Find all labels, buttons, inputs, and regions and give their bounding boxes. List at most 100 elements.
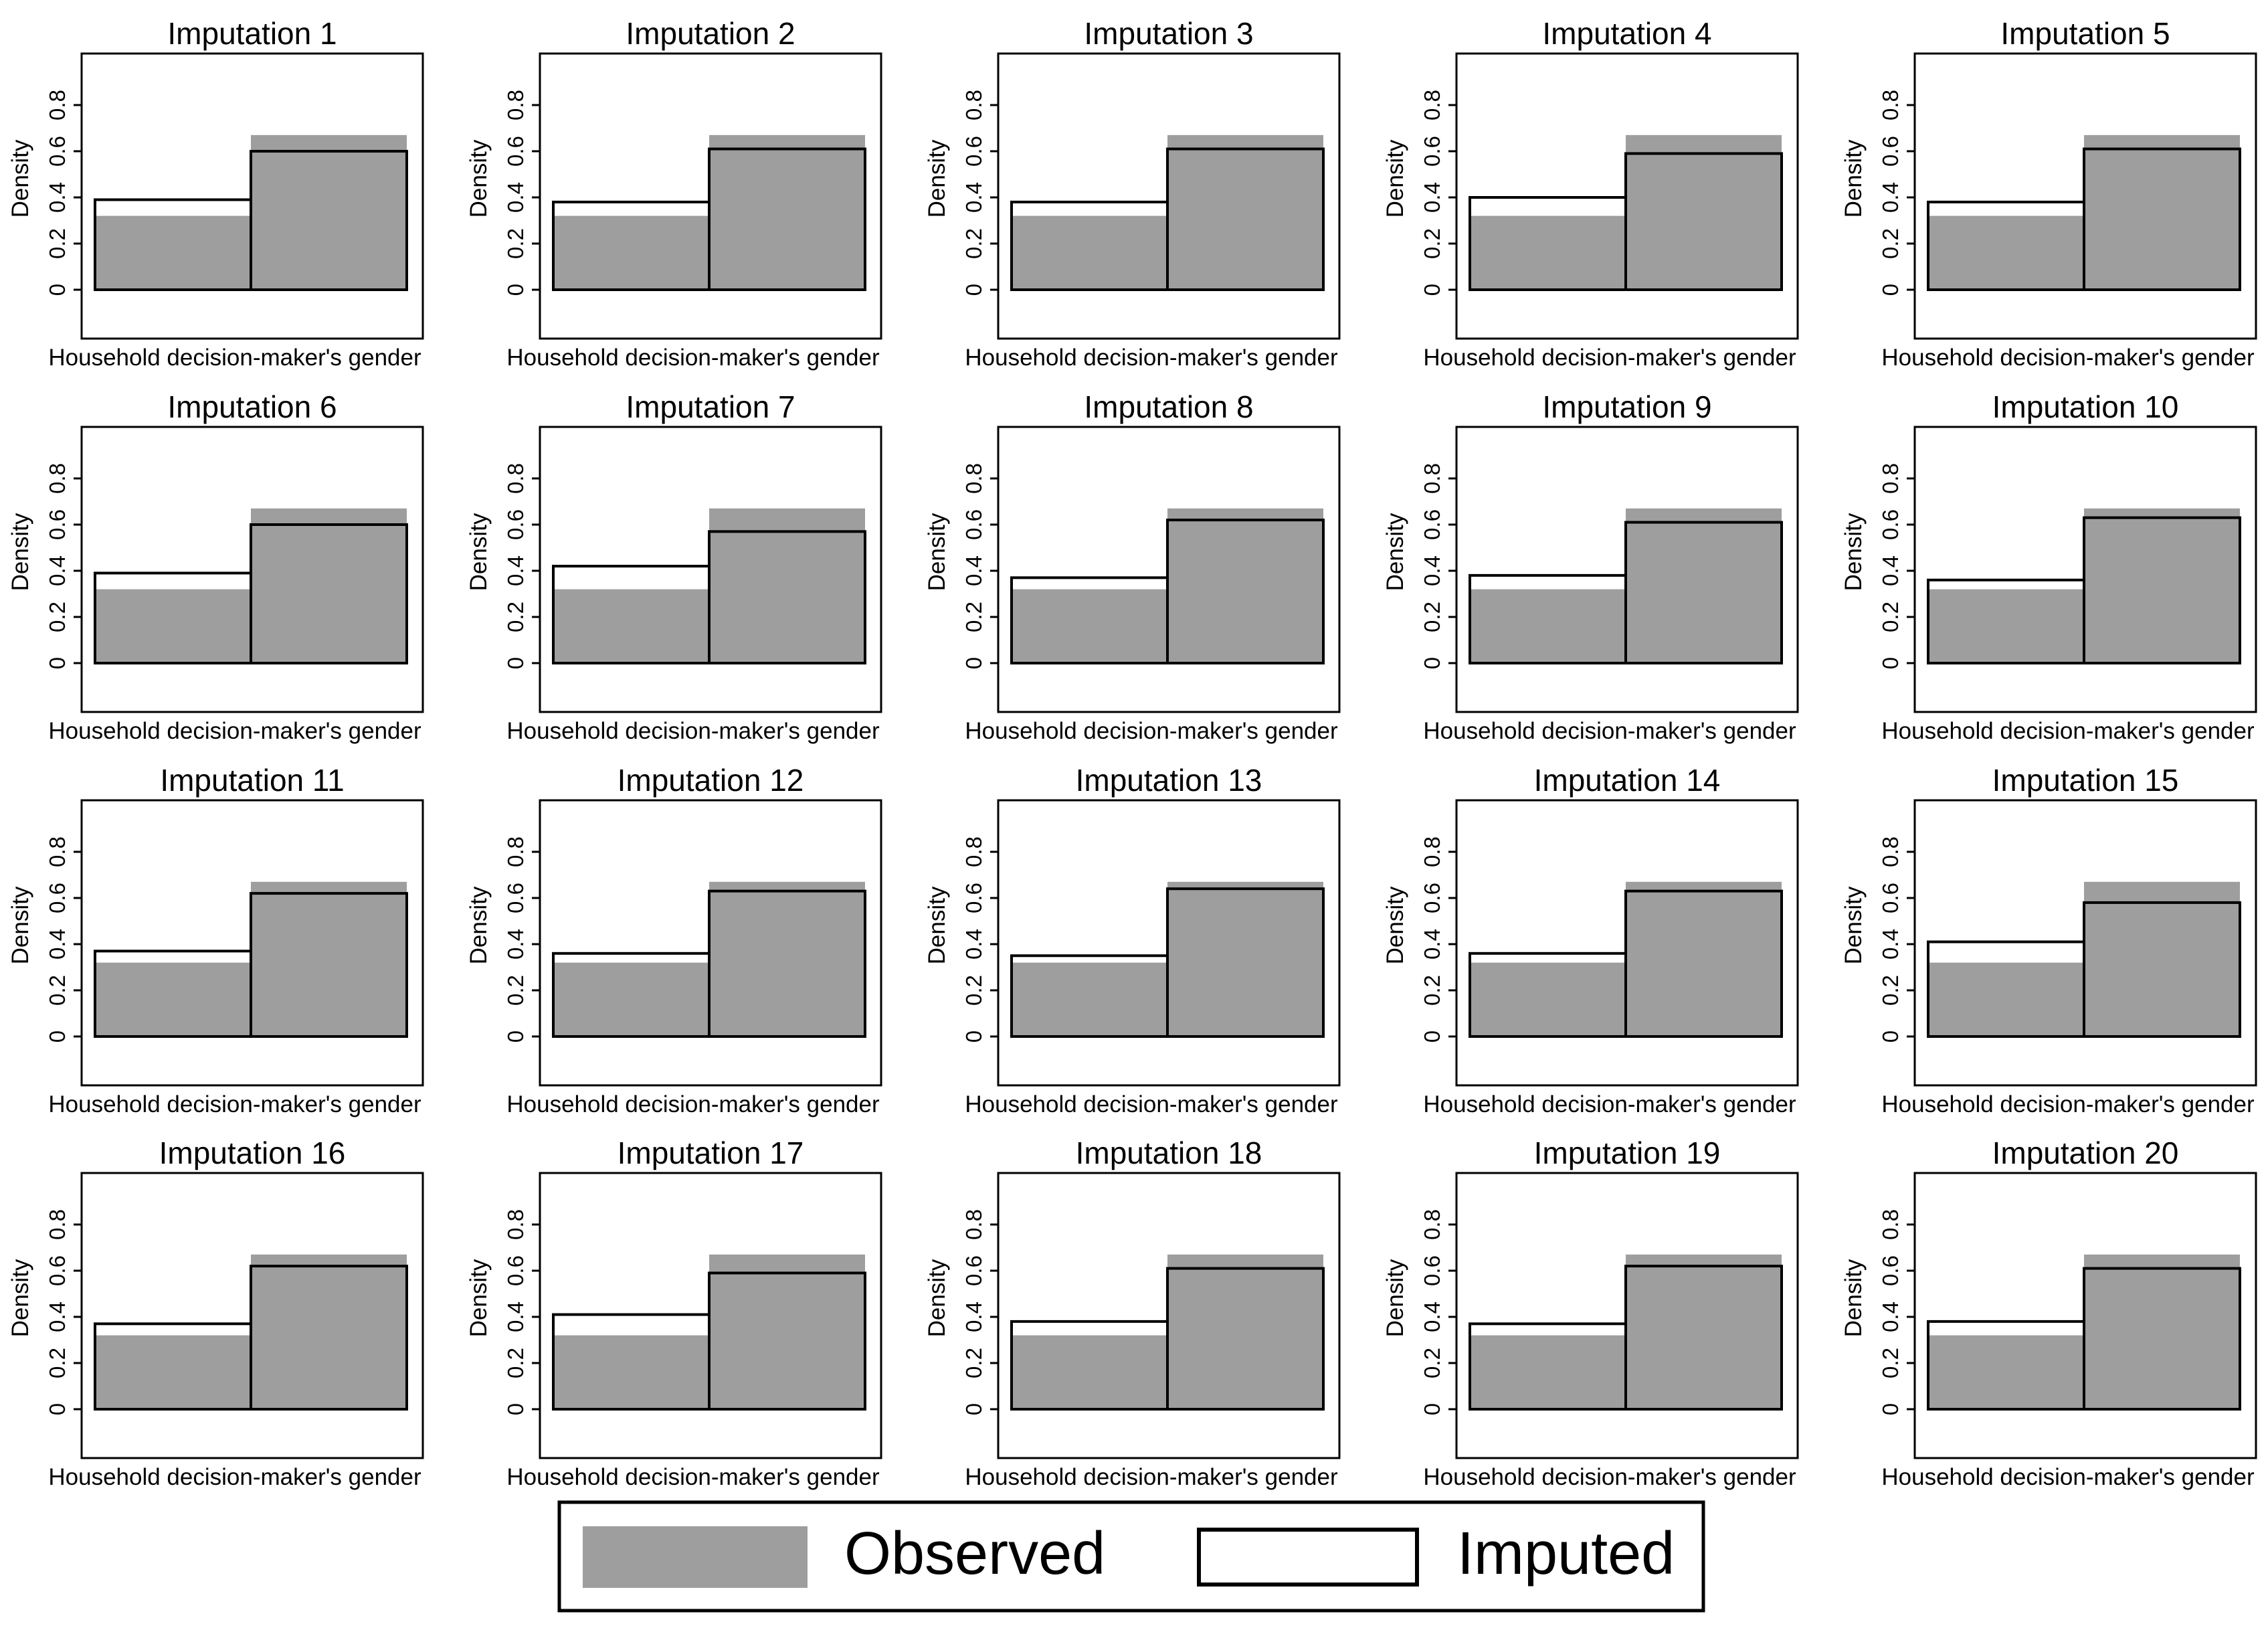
observed-bar: [251, 134, 407, 290]
panel-imputation-13: Imputation 13 Household decision-maker's …: [924, 763, 1341, 1117]
observed-bar: [553, 589, 709, 663]
panel-title: Imputation 9: [1542, 389, 1711, 424]
y-tick-label: 0.8: [503, 1209, 528, 1240]
panel-title: Imputation 14: [1534, 763, 1721, 798]
imputed-bar: [1624, 889, 1783, 1038]
observed-bar: [1012, 589, 1167, 663]
observed-bar: [1470, 215, 1626, 290]
panel-imputation-11: Imputation 11 Household decision-maker's …: [7, 763, 424, 1117]
x-axis-label: Household decision-maker's gender: [1881, 345, 2255, 371]
plot-area-border: [997, 799, 1341, 1087]
plot-area-border: [997, 426, 1341, 713]
y-tick-label: 0.2: [1878, 1348, 1903, 1378]
panel-title: Imputation 17: [618, 1136, 804, 1170]
x-axis-label: Household decision-maker's gender: [965, 1091, 1338, 1117]
y-tick-label: 0.8: [1878, 836, 1903, 867]
x-axis-label: Household decision-maker's gender: [506, 345, 880, 371]
x-axis-label: Household decision-maker's gender: [1423, 1091, 1796, 1117]
y-tick-label: 0.4: [503, 1301, 528, 1332]
observed-bar: [2084, 508, 2240, 663]
y-tick-label: 0.4: [503, 555, 528, 586]
imputed-bar: [2083, 901, 2241, 1038]
plot-area-border: [80, 1172, 424, 1459]
y-axis-label: Density: [1840, 886, 1867, 964]
y-tick-label: 0: [1878, 1030, 1903, 1043]
panel-imputation-9: Imputation 9 Household decision-maker's g…: [1382, 389, 1799, 744]
panel-imputation-10: Imputation 10 Household decision-maker's …: [1840, 389, 2257, 744]
y-tick-label: 0.4: [45, 555, 70, 586]
observed-bar: [2084, 1254, 2240, 1409]
observed-bar: [1167, 881, 1323, 1036]
plot-area-border: [1455, 1172, 1799, 1459]
imputed-bar: [250, 150, 408, 291]
y-tick-label: 0.2: [1878, 602, 1903, 632]
x-axis-label: Household decision-maker's gender: [506, 1091, 880, 1117]
legend: Observed Imputed: [557, 1500, 1705, 1613]
imputed-bar: [2083, 147, 2241, 291]
y-tick-label: 0.8: [503, 836, 528, 867]
y-axis-label: Density: [466, 513, 492, 591]
y-tick-label: 0.6: [503, 883, 528, 913]
y-tick-label: 0.6: [1878, 509, 1903, 540]
y-tick-label: 0.6: [1420, 883, 1444, 913]
panel-imputation-2: Imputation 2 Household decision-maker's g…: [466, 16, 882, 371]
y-tick-label: 0.6: [1420, 509, 1444, 540]
y-axis-label: Density: [7, 1259, 33, 1337]
y-axis-label: Density: [466, 139, 492, 217]
y-axis-label: Density: [1382, 139, 1408, 217]
imputed-bar: [708, 889, 866, 1038]
plot-area-border: [1913, 426, 2257, 713]
panel-imputation-20: Imputation 20 Household decision-maker's …: [1840, 1136, 2257, 1490]
y-tick-label: 0.8: [961, 1209, 986, 1240]
plot-area-border: [539, 426, 882, 713]
plot-area-border: [80, 799, 424, 1087]
y-tick-label: 0.4: [1420, 1301, 1444, 1332]
plot-area-border: [80, 426, 424, 713]
y-axis-label: Density: [7, 513, 33, 591]
observed-bar: [1928, 1335, 2084, 1409]
panel-imputation-15: Imputation 15 Household decision-maker's …: [1840, 763, 2257, 1117]
y-tick-label: 0.2: [503, 228, 528, 259]
panel-title: Imputation 18: [1076, 1136, 1262, 1170]
y-axis-label: Density: [924, 886, 950, 964]
imputed-bar: [1624, 521, 1783, 664]
plot-area-border: [1455, 426, 1799, 713]
y-tick-label: 0.6: [1878, 883, 1903, 913]
plot-area-border: [1455, 52, 1799, 340]
y-axis-label: Density: [924, 1259, 950, 1337]
y-tick-label: 0: [45, 1030, 70, 1043]
y-tick-label: 0: [45, 284, 70, 296]
imputed-bar: [708, 1271, 866, 1411]
panel-title: Imputation 16: [159, 1136, 346, 1170]
y-tick-label: 0.6: [961, 509, 986, 540]
y-tick-label: 0.2: [961, 602, 986, 632]
x-axis-label: Household decision-maker's gender: [506, 1464, 880, 1490]
y-tick-label: 0.8: [45, 90, 70, 120]
imputed-bar: [2083, 1267, 2241, 1411]
y-axis-label: Density: [1382, 886, 1408, 964]
plot-area-border: [1913, 799, 2257, 1087]
y-tick-label: 0.2: [45, 602, 70, 632]
y-tick-label: 0.2: [961, 228, 986, 259]
y-tick-label: 0: [1420, 1403, 1444, 1415]
imputed-bar: [1166, 887, 1325, 1038]
y-tick-label: 0: [45, 657, 70, 669]
panel-imputation-1: Imputation 1 Household decision-maker's g…: [7, 16, 424, 371]
y-tick-label: 0: [503, 657, 528, 669]
y-tick-label: 0.6: [45, 883, 70, 913]
y-tick-label: 0.4: [1878, 182, 1903, 213]
observed-bar: [1928, 962, 2084, 1036]
y-tick-label: 0.8: [45, 836, 70, 867]
imputed-bar: [1624, 1265, 1783, 1411]
y-tick-label: 0.6: [1878, 1255, 1903, 1286]
observed-bar: [2084, 134, 2240, 290]
observed-bar: [1626, 881, 1782, 1036]
panel-imputation-12: Imputation 12 Household decision-maker's …: [466, 763, 882, 1117]
y-tick-label: 0.8: [1420, 463, 1444, 494]
x-axis-label: Household decision-maker's gender: [965, 345, 1338, 371]
y-axis-label: Density: [7, 886, 33, 964]
observed-bar: [1626, 134, 1782, 290]
observed-bar: [1012, 1335, 1167, 1409]
observed-bar: [1470, 589, 1626, 663]
